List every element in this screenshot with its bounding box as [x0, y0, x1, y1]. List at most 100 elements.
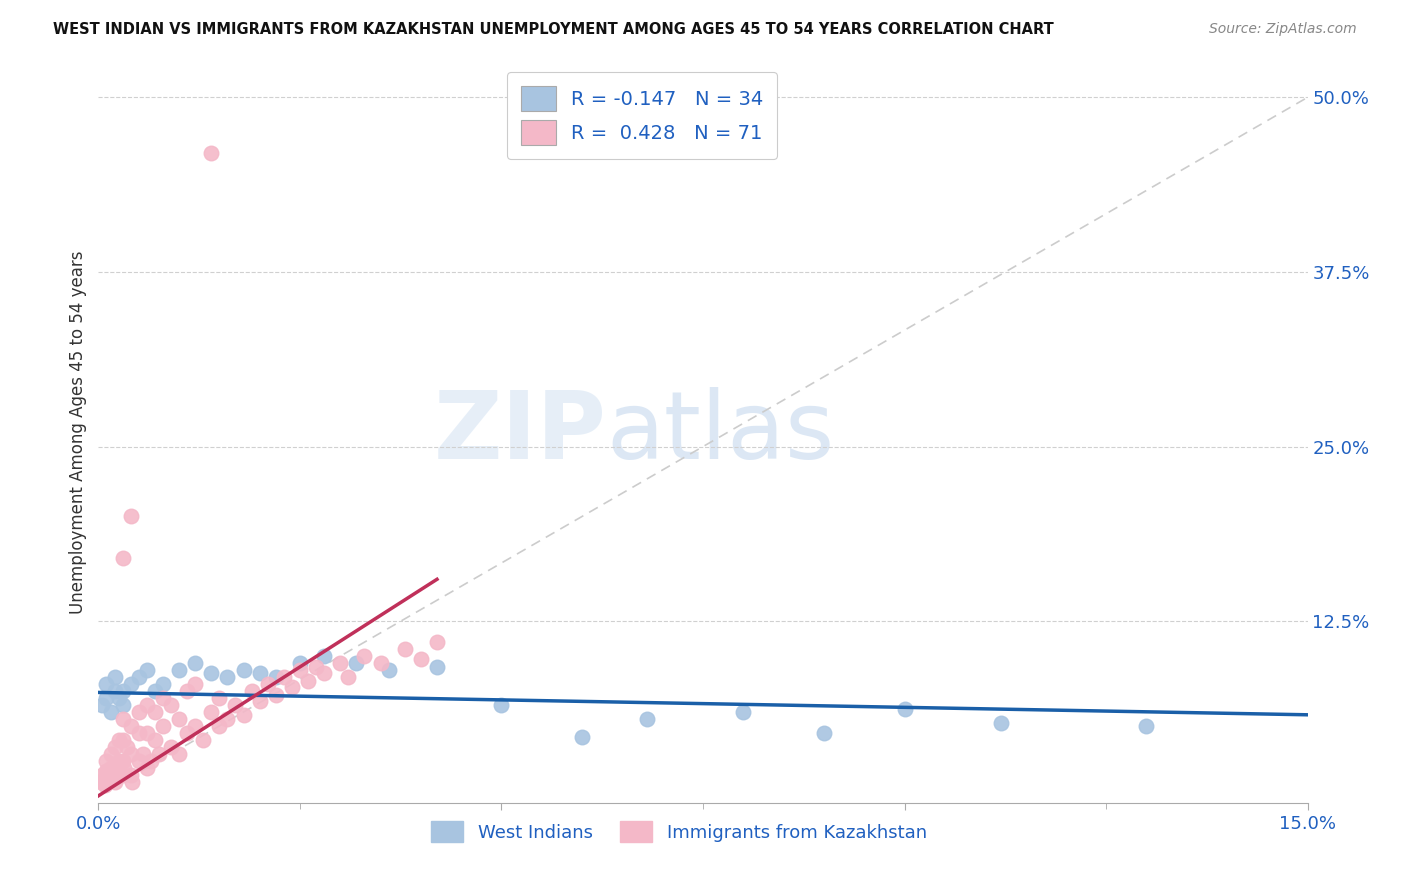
Point	[337, 670, 360, 684]
Point	[208, 691, 231, 706]
Point	[256, 677, 278, 691]
Point	[107, 733, 129, 747]
Point	[288, 663, 311, 677]
Point	[232, 707, 254, 722]
Point	[111, 733, 134, 747]
Point	[91, 768, 114, 782]
Point	[152, 677, 174, 691]
Point	[135, 698, 157, 712]
Point	[139, 754, 162, 768]
Point	[344, 656, 367, 670]
Point	[224, 698, 246, 712]
Point	[305, 660, 328, 674]
Point	[264, 688, 287, 702]
Point	[91, 698, 114, 712]
Point	[143, 733, 166, 747]
Point	[128, 726, 150, 740]
Point	[329, 656, 352, 670]
Y-axis label: Unemployment Among Ages 45 to 54 years: Unemployment Among Ages 45 to 54 years	[69, 251, 87, 615]
Point	[200, 146, 222, 161]
Point	[135, 726, 157, 740]
Point	[208, 719, 231, 733]
Point	[217, 712, 239, 726]
Point	[100, 747, 122, 761]
Point	[111, 768, 134, 782]
Point	[103, 739, 125, 754]
Point	[121, 775, 143, 789]
Point	[143, 684, 166, 698]
Point	[571, 730, 593, 744]
Point	[96, 764, 118, 778]
Point	[249, 694, 271, 708]
Point	[281, 680, 304, 694]
Point	[103, 775, 125, 789]
Point	[111, 551, 134, 566]
Point	[394, 642, 416, 657]
Point	[200, 705, 222, 719]
Point	[167, 712, 190, 726]
Point	[93, 772, 115, 786]
Point	[176, 726, 198, 740]
Point	[184, 719, 207, 733]
Point	[264, 670, 287, 684]
Point	[96, 754, 118, 768]
Point	[120, 768, 142, 782]
Point	[111, 684, 134, 698]
Point	[128, 670, 150, 684]
Point	[200, 665, 222, 680]
Point	[288, 656, 311, 670]
Point	[813, 726, 835, 740]
Point	[96, 677, 118, 691]
Point	[94, 778, 117, 792]
Point	[297, 674, 319, 689]
Point	[273, 670, 295, 684]
Point	[426, 635, 449, 649]
Point	[120, 719, 142, 733]
Point	[160, 698, 183, 712]
Point	[107, 754, 129, 768]
Point	[636, 712, 658, 726]
Point	[184, 677, 207, 691]
Point	[90, 775, 112, 789]
Text: atlas: atlas	[606, 386, 835, 479]
Point	[893, 702, 915, 716]
Point	[107, 691, 129, 706]
Point	[128, 754, 150, 768]
Point	[176, 684, 198, 698]
Point	[314, 665, 336, 680]
Point	[132, 747, 155, 761]
Point	[120, 677, 142, 691]
Point	[103, 684, 125, 698]
Point	[120, 509, 142, 524]
Text: Source: ZipAtlas.com: Source: ZipAtlas.com	[1209, 22, 1357, 37]
Point	[353, 649, 375, 664]
Point	[105, 768, 128, 782]
Point	[249, 665, 271, 680]
Point	[96, 691, 118, 706]
Point	[148, 747, 170, 761]
Text: ZIP: ZIP	[433, 386, 606, 479]
Point	[120, 747, 142, 761]
Point	[232, 663, 254, 677]
Point	[314, 649, 336, 664]
Point	[100, 761, 122, 775]
Point	[240, 684, 263, 698]
Point	[103, 670, 125, 684]
Point	[426, 660, 449, 674]
Point	[1135, 719, 1157, 733]
Point	[100, 705, 122, 719]
Point	[152, 719, 174, 733]
Point	[491, 698, 513, 712]
Point	[184, 656, 207, 670]
Point	[217, 670, 239, 684]
Point	[111, 754, 134, 768]
Point	[112, 761, 135, 775]
Point	[115, 739, 138, 754]
Point	[143, 705, 166, 719]
Point	[377, 663, 399, 677]
Point	[193, 733, 215, 747]
Point	[111, 698, 134, 712]
Point	[135, 761, 157, 775]
Point	[990, 716, 1012, 731]
Point	[111, 712, 134, 726]
